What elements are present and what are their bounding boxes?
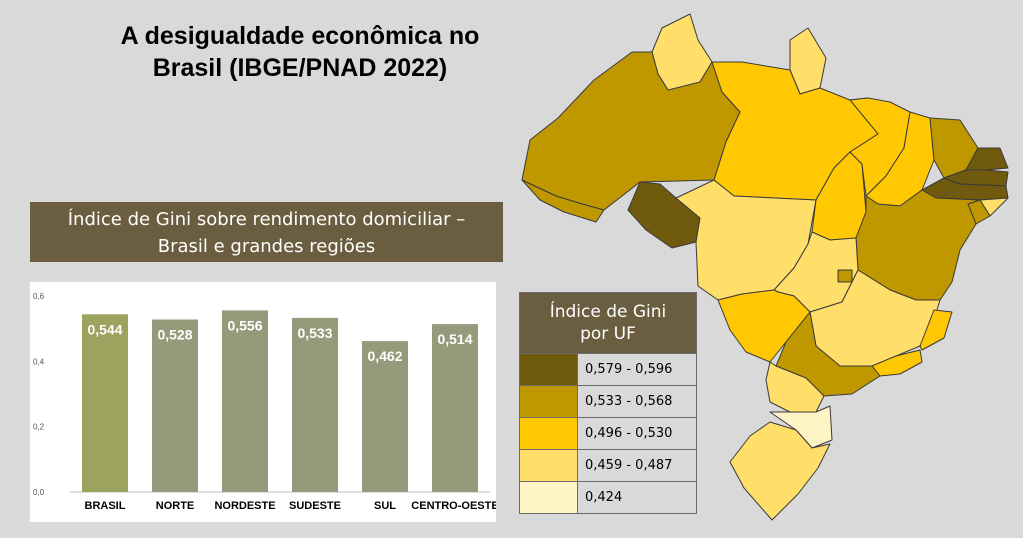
legend-swatch xyxy=(520,482,578,513)
y-tick-label: 0,4 xyxy=(33,357,45,366)
page-title-line-1: A desigualdade econômica no xyxy=(120,22,480,50)
legend-swatch xyxy=(520,386,578,417)
legend-label: 0,496 - 0,530 xyxy=(585,426,673,441)
bar-value-label: 0,462 xyxy=(367,348,402,364)
bar xyxy=(362,341,408,492)
legend-swatch xyxy=(520,450,578,481)
map-state-espirito-santo xyxy=(919,309,953,351)
legend-title-line-2: por UF xyxy=(580,324,636,344)
x-tick-label: CENTRO-OESTE xyxy=(411,500,496,512)
brazil-map xyxy=(521,13,1009,521)
legend-item: 0,533 - 0,568 xyxy=(520,385,696,417)
map-state-distrito-federal xyxy=(837,269,853,283)
x-tick-label: BRASIL xyxy=(85,500,126,512)
legend-label: 0,459 - 0,487 xyxy=(585,458,673,473)
map-state-acre xyxy=(521,179,605,223)
y-tick-label: 0,6 xyxy=(33,292,45,301)
bar xyxy=(152,319,198,492)
legend-label: 0,579 - 0,596 xyxy=(585,362,673,377)
legend-item: 0,459 - 0,487 xyxy=(520,449,696,481)
bar-value-label: 0,556 xyxy=(227,317,262,333)
bar xyxy=(222,310,268,492)
legend-swatch xyxy=(520,418,578,449)
bar-value-label: 0,528 xyxy=(157,327,192,343)
x-tick-label: NORDESTE xyxy=(214,500,275,512)
legend: Índice de Gini por UF 0,579 - 0,596 0,53… xyxy=(519,292,697,514)
legend-item: 0,496 - 0,530 xyxy=(520,417,696,449)
chart-title-line-1: Índice de Gini sobre rendimento domicili… xyxy=(67,209,466,230)
bar xyxy=(432,324,478,492)
x-tick-label: NORTE xyxy=(156,500,195,512)
page-title-line-2: Brasil (IBGE/PNAD 2022) xyxy=(152,54,448,82)
y-tick-label: 0,0 xyxy=(33,488,45,497)
legend-label: 0,424 xyxy=(585,490,623,505)
legend-item: 0,424 xyxy=(520,481,696,513)
map-state-bahia xyxy=(855,189,981,301)
legend-item: 0,579 - 0,596 xyxy=(520,353,696,385)
map-state-rio-grande-do-norte xyxy=(965,147,1009,171)
bar-value-label: 0,533 xyxy=(297,325,332,341)
legend-label: 0,533 - 0,568 xyxy=(585,394,673,409)
bar-value-label: 0,514 xyxy=(437,331,472,347)
x-tick-label: SUDESTE xyxy=(289,500,341,512)
bar xyxy=(292,317,338,492)
legend-title-line-1: Índice de Gini xyxy=(549,302,667,322)
bar-value-label: 0,544 xyxy=(87,321,122,337)
map-state-rio-grande-do-sul xyxy=(729,421,831,521)
bar xyxy=(82,314,128,492)
bar-chart-panel: 0,0 0,2 0,4 0,6 0,544 BRASIL 0,528 NORTE 0,556 NO… xyxy=(30,282,496,522)
y-tick-label: 0,2 xyxy=(33,423,45,432)
chart-title: Índice de Gini sobre rendimento domicili… xyxy=(30,202,503,262)
legend-title: Índice de Gini por UF xyxy=(520,293,696,353)
page-title: A desigualdade econômica no Brasil (IBGE… xyxy=(60,20,540,84)
chart-title-line-2: Brasil e grandes regiões xyxy=(157,236,376,257)
x-tick-label: SUL xyxy=(374,500,396,512)
bar-chart: 0,0 0,2 0,4 0,6 0,544 BRASIL 0,528 NORTE 0,556 NO… xyxy=(33,292,496,512)
legend-swatch xyxy=(520,354,578,385)
